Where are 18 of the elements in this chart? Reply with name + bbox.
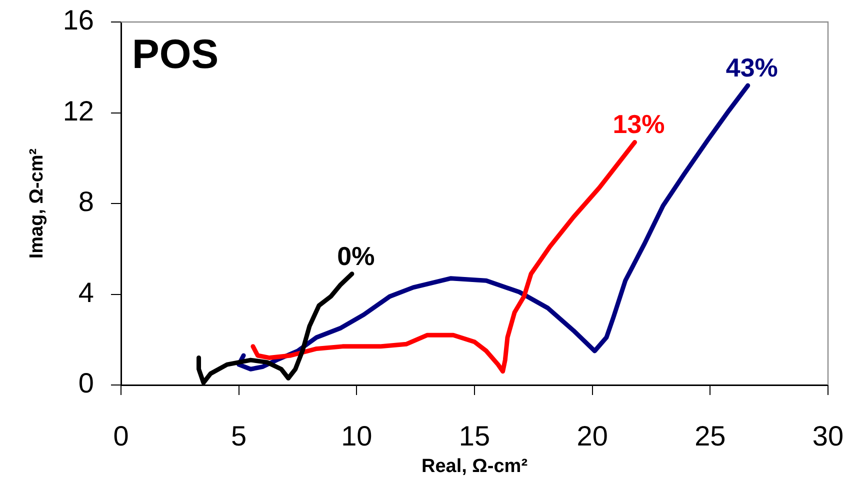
series-label: 0% (337, 240, 375, 271)
x-tick-label: 20 (576, 420, 608, 452)
x-axis-title: Real, Ω-cm² (421, 456, 528, 477)
x-tick-label: 25 (694, 420, 726, 452)
y-tick-label: 4 (78, 276, 94, 308)
y-tick-label: 16 (62, 4, 94, 36)
series-label: 43% (726, 52, 778, 83)
y-axis-title: Imag, Ω-cm² (26, 148, 48, 259)
y-tick-label: 12 (62, 95, 94, 126)
x-tick-label: 5 (231, 420, 247, 452)
y-tick-label: 0 (78, 368, 94, 399)
chart-title: POS (132, 31, 219, 77)
x-tick-label: 0 (113, 420, 129, 452)
x-tick-label: 10 (341, 420, 372, 452)
x-tick-label: 15 (458, 420, 490, 452)
y-tick-label: 8 (78, 186, 94, 218)
x-tick-label: 30 (812, 420, 844, 452)
series-label: 13% (612, 109, 665, 140)
